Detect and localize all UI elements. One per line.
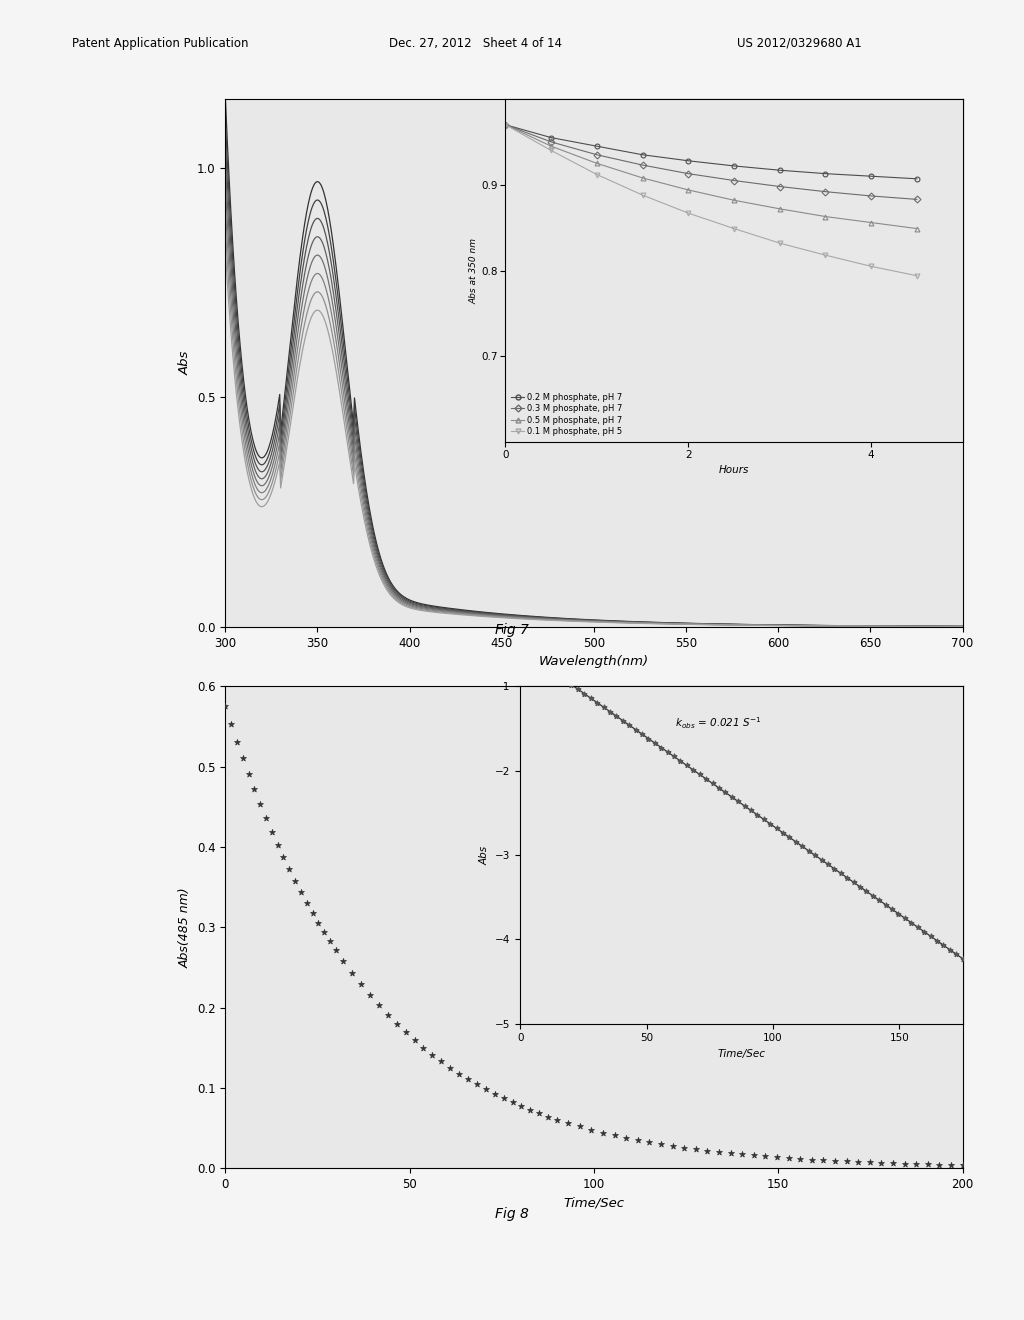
Point xyxy=(310,912,327,933)
Point xyxy=(335,950,351,972)
Point xyxy=(442,1057,459,1078)
Point xyxy=(826,1150,843,1171)
Point xyxy=(630,1130,646,1151)
Point xyxy=(353,974,370,995)
Point xyxy=(769,1147,785,1168)
Point xyxy=(328,940,344,961)
Point xyxy=(757,1146,773,1167)
Point xyxy=(486,1084,503,1105)
Text: Dec. 27, 2012   Sheet 4 of 14: Dec. 27, 2012 Sheet 4 of 14 xyxy=(389,37,562,50)
Point xyxy=(652,1134,669,1155)
Point xyxy=(722,1143,738,1164)
Point xyxy=(258,808,274,829)
Point xyxy=(606,1125,623,1146)
Point xyxy=(711,1142,727,1163)
Y-axis label: Abs(485 nm): Abs(485 nm) xyxy=(178,887,191,968)
Point xyxy=(282,858,298,879)
Point xyxy=(560,1113,577,1134)
Point xyxy=(954,1155,971,1176)
Point xyxy=(804,1148,820,1170)
Point xyxy=(861,1152,878,1173)
Point xyxy=(388,1014,404,1035)
Point xyxy=(246,779,262,800)
Point xyxy=(316,921,333,942)
Point xyxy=(531,1102,548,1123)
Point xyxy=(252,793,268,814)
Text: Patent Application Publication: Patent Application Publication xyxy=(72,37,248,50)
Point xyxy=(549,1109,565,1130)
Point xyxy=(522,1100,539,1121)
Point xyxy=(416,1038,432,1059)
Point xyxy=(241,763,257,784)
Point xyxy=(617,1127,634,1148)
Point xyxy=(850,1151,866,1172)
Point xyxy=(931,1154,947,1175)
Point xyxy=(885,1152,901,1173)
Point xyxy=(228,731,245,752)
Point xyxy=(469,1073,485,1094)
Point xyxy=(380,1005,396,1026)
Point xyxy=(263,821,280,842)
Point xyxy=(734,1143,751,1164)
Point xyxy=(322,931,338,952)
Text: Fig 8: Fig 8 xyxy=(495,1208,529,1221)
Text: US 2012/0329680 A1: US 2012/0329680 A1 xyxy=(737,37,862,50)
Point xyxy=(745,1144,762,1166)
Point xyxy=(873,1152,890,1173)
Point xyxy=(665,1135,681,1156)
Y-axis label: Abs: Abs xyxy=(178,351,191,375)
Point xyxy=(304,903,321,924)
Point xyxy=(583,1119,599,1140)
Point xyxy=(896,1154,912,1175)
Point xyxy=(496,1088,512,1109)
Point xyxy=(424,1044,440,1065)
Point xyxy=(815,1150,831,1171)
Point xyxy=(217,696,233,717)
Point xyxy=(451,1063,467,1084)
Point xyxy=(595,1122,611,1143)
Point xyxy=(792,1148,808,1170)
Point xyxy=(641,1131,657,1152)
Point xyxy=(299,892,315,913)
Point xyxy=(477,1078,494,1100)
Point xyxy=(839,1151,855,1172)
Point xyxy=(540,1106,556,1127)
Point xyxy=(287,870,303,891)
Point xyxy=(407,1030,423,1051)
Point xyxy=(234,747,251,768)
Point xyxy=(920,1154,936,1175)
Point xyxy=(699,1140,716,1162)
Point xyxy=(943,1154,959,1175)
Text: Fig 7: Fig 7 xyxy=(495,623,529,636)
Point xyxy=(269,834,286,855)
Point xyxy=(344,962,360,983)
Point xyxy=(293,882,309,903)
Point xyxy=(371,995,387,1016)
Point xyxy=(571,1115,588,1137)
Point xyxy=(460,1069,476,1090)
X-axis label: Wavelength(nm): Wavelength(nm) xyxy=(539,655,649,668)
Point xyxy=(361,985,378,1006)
Point xyxy=(275,846,292,867)
Point xyxy=(908,1154,925,1175)
Point xyxy=(397,1022,414,1043)
X-axis label: Time/Sec: Time/Sec xyxy=(563,1196,625,1209)
Point xyxy=(504,1092,520,1113)
Point xyxy=(223,714,240,735)
Point xyxy=(676,1137,692,1158)
Point xyxy=(780,1147,797,1168)
Point xyxy=(433,1051,450,1072)
Point xyxy=(687,1139,703,1160)
Point xyxy=(513,1096,529,1117)
